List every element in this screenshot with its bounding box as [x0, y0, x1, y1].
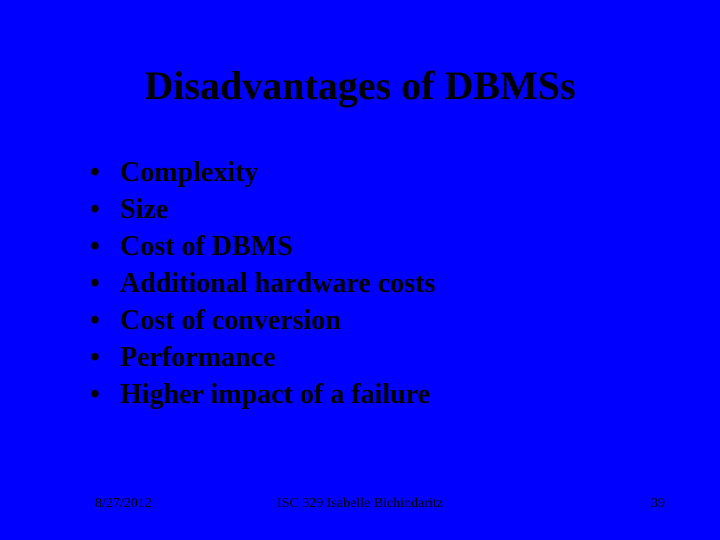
list-item: • Performance — [90, 340, 650, 377]
slide: Disadvantages of DBMSs • Complexity • Si… — [0, 0, 720, 540]
list-item: • Higher impact of a failure — [90, 377, 650, 414]
bullet-icon: • — [90, 192, 120, 229]
bullet-icon: • — [90, 340, 120, 377]
list-item: • Additional hardware costs — [90, 266, 650, 303]
slide-title: Disadvantages of DBMSs — [0, 62, 720, 109]
bullet-text: Size — [120, 192, 168, 229]
bullet-icon: • — [90, 155, 120, 192]
bullet-icon: • — [90, 266, 120, 303]
slide-footer: ISC 329 Isabelle Bichindaritz 8/27/2012 … — [0, 496, 720, 512]
list-item: • Cost of DBMS — [90, 229, 650, 266]
bullet-text: Cost of conversion — [120, 303, 341, 340]
bullet-icon: • — [90, 303, 120, 340]
page-number: 39 — [651, 496, 665, 512]
bullet-text: Performance — [120, 340, 275, 377]
footer-date: 8/27/2012 — [95, 496, 152, 512]
bullet-text: Cost of DBMS — [120, 229, 293, 266]
list-item: • Cost of conversion — [90, 303, 650, 340]
bullet-text: Higher impact of a failure — [120, 377, 430, 414]
bullet-icon: • — [90, 229, 120, 266]
bullet-icon: • — [90, 377, 120, 414]
bullet-list: • Complexity • Size • Cost of DBMS • Add… — [90, 155, 650, 414]
list-item: • Size — [90, 192, 650, 229]
list-item: • Complexity — [90, 155, 650, 192]
bullet-text: Complexity — [120, 155, 258, 192]
bullet-text: Additional hardware costs — [120, 266, 435, 303]
